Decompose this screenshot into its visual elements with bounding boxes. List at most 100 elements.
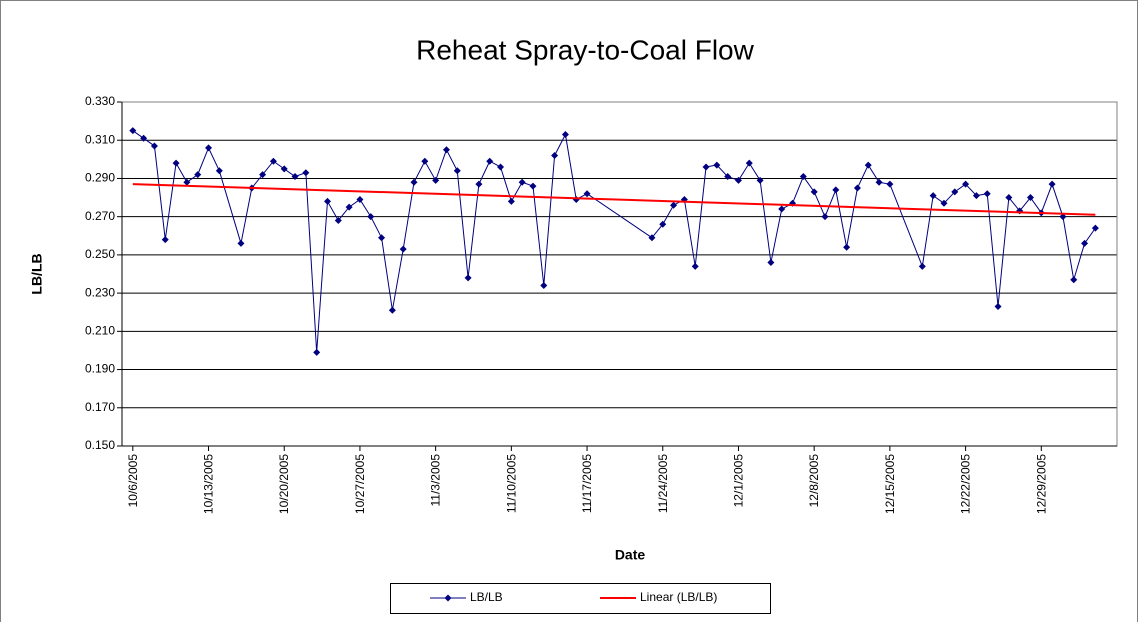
data-point — [551, 152, 559, 160]
chart-title: Reheat Spray-to-Coal Flow — [416, 34, 754, 65]
data-point — [215, 167, 223, 175]
data-point — [302, 169, 310, 177]
y-tick-label: 0.190 — [85, 362, 115, 376]
data-point — [161, 236, 169, 244]
data-point — [659, 220, 667, 228]
data-point — [918, 262, 926, 270]
legend-marker — [444, 594, 452, 602]
data-point — [388, 306, 396, 314]
data-point — [540, 281, 548, 289]
data-point — [150, 142, 158, 150]
data-point — [323, 197, 331, 205]
x-tick-label: 12/22/2005 — [959, 454, 973, 514]
data-point — [194, 171, 202, 179]
data-point — [799, 173, 807, 181]
data-point — [734, 176, 742, 184]
x-tick-label: 12/1/2005 — [731, 454, 745, 508]
data-point — [259, 171, 267, 179]
data-point — [951, 188, 959, 196]
data-point — [940, 199, 948, 207]
data-point — [378, 234, 386, 242]
data-point — [205, 144, 213, 152]
y-tick-label: 0.150 — [85, 438, 115, 452]
data-point — [129, 127, 137, 135]
y-tick-label: 0.230 — [85, 285, 115, 299]
y-axis-label: LB/LB — [29, 253, 45, 294]
data-point — [1026, 194, 1034, 202]
x-tick-label: 11/17/2005 — [580, 454, 594, 513]
data-point — [713, 161, 721, 169]
y-tick-label: 0.330 — [85, 94, 115, 108]
data-point — [561, 130, 569, 138]
data-point — [864, 161, 872, 169]
data-point — [410, 178, 418, 186]
data-point — [778, 205, 786, 213]
x-tick-label: 10/6/2005 — [126, 454, 140, 508]
data-point — [1048, 180, 1056, 188]
data-point — [399, 245, 407, 253]
data-point — [345, 203, 353, 211]
data-point — [1070, 276, 1078, 284]
data-point — [507, 197, 515, 205]
data-point — [832, 186, 840, 194]
y-tick-label: 0.310 — [85, 132, 115, 146]
y-tick-label: 0.250 — [85, 247, 115, 261]
x-tick-label: 12/8/2005 — [807, 454, 821, 508]
data-point — [432, 176, 440, 184]
x-axis-label: Date — [615, 547, 646, 563]
x-tick-label: 11/24/2005 — [656, 454, 670, 513]
data-point — [486, 157, 494, 165]
data-point — [313, 348, 321, 356]
data-point — [983, 190, 991, 198]
y-tick-label: 0.170 — [85, 400, 115, 414]
data-point — [237, 239, 245, 247]
data-point — [886, 180, 894, 188]
data-point — [929, 192, 937, 200]
data-point — [269, 157, 277, 165]
data-line — [132, 130, 1096, 353]
data-point — [464, 274, 472, 282]
data-point — [280, 165, 288, 173]
data-point — [421, 157, 429, 165]
x-tick-label: 11/10/2005 — [504, 454, 518, 513]
data-point — [691, 262, 699, 270]
data-point — [442, 146, 450, 154]
data-point — [724, 173, 732, 181]
data-point — [972, 192, 980, 200]
data-point — [670, 201, 678, 209]
x-tick-label: 12/29/2005 — [1034, 454, 1048, 514]
data-point — [497, 163, 505, 171]
x-tick-label: 11/3/2005 — [429, 454, 443, 507]
legend-label: Linear (LB/LB) — [640, 590, 717, 604]
y-tick-label: 0.270 — [85, 209, 115, 223]
data-point — [475, 180, 483, 188]
data-point — [756, 176, 764, 184]
x-tick-label: 10/13/2005 — [202, 454, 216, 514]
data-point — [843, 243, 851, 251]
data-point — [962, 180, 970, 188]
data-point — [356, 195, 364, 203]
data-point — [994, 302, 1002, 310]
data-point — [1091, 224, 1099, 232]
x-tick-label: 10/27/2005 — [353, 454, 367, 514]
data-point — [853, 184, 861, 192]
data-point — [529, 182, 537, 190]
data-point — [183, 178, 191, 186]
y-tick-label: 0.290 — [85, 171, 115, 185]
data-point — [745, 159, 753, 167]
data-point — [1081, 239, 1089, 247]
data-point — [1005, 194, 1013, 202]
data-point — [821, 213, 829, 221]
data-point — [583, 190, 591, 198]
data-point — [702, 163, 710, 171]
data-point — [648, 234, 656, 242]
trend-line — [132, 183, 1096, 216]
data-point — [518, 178, 526, 186]
data-point — [172, 159, 180, 167]
data-point — [367, 213, 375, 221]
legend-label: LB/LB — [470, 590, 503, 604]
y-tick-label: 0.210 — [85, 324, 115, 338]
